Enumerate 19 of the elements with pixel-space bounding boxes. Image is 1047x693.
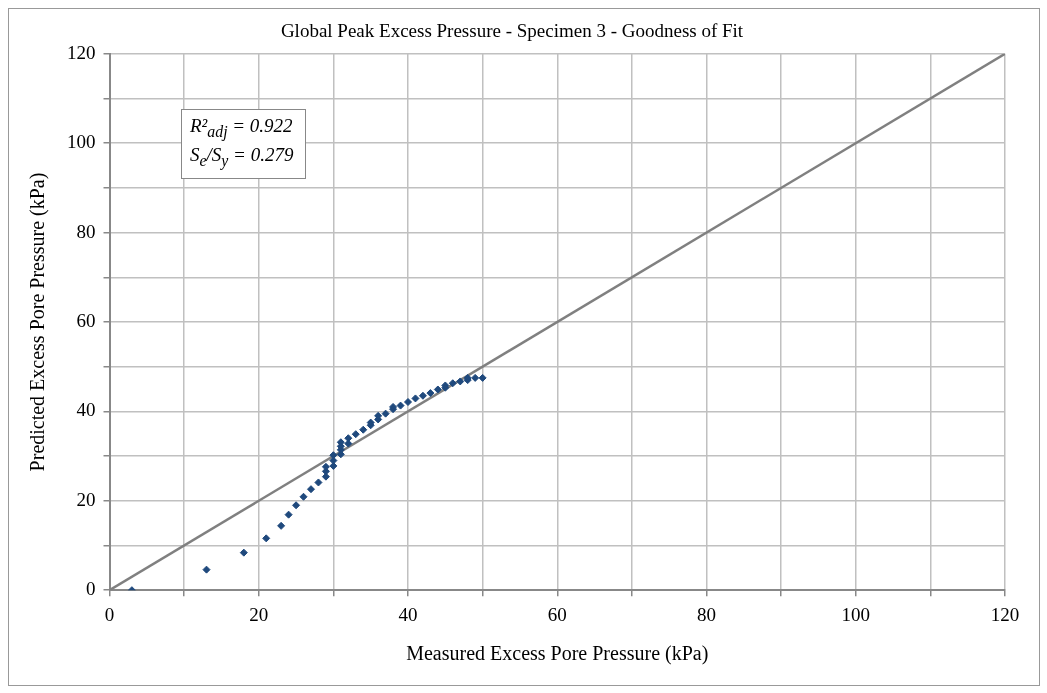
x-axis-title: Measured Excess Pore Pressure (kPa) bbox=[406, 642, 709, 666]
x-tick-label: 120 bbox=[990, 603, 1020, 625]
y-tick-label: 20 bbox=[76, 488, 96, 510]
y-axis-title: Predicted Excess Pore Pressure (kPa) bbox=[26, 172, 50, 472]
x-tick-label: 20 bbox=[249, 603, 269, 625]
x-tick-label: 0 bbox=[104, 603, 115, 625]
y-tick-label: 120 bbox=[67, 41, 96, 63]
y-tick-label: 80 bbox=[76, 220, 96, 242]
chart-title: Global Peak Excess Pressure - Specimen 3 - Goodness of Fit bbox=[280, 20, 744, 42]
annotation: S$_{e}$/S$_{y}$ = 0.279 bbox=[190, 142, 294, 172]
annotation: R²$_{adj}$ = 0.922 bbox=[190, 114, 294, 143]
x-tick-label: 40 bbox=[398, 603, 418, 625]
x-tick-label: 100 bbox=[841, 603, 870, 625]
y-tick-label: 60 bbox=[76, 309, 96, 331]
y-tick-label: 100 bbox=[67, 131, 96, 153]
x-tick-label: 80 bbox=[697, 603, 716, 625]
y-tick-label: 0 bbox=[86, 578, 96, 600]
x-tick-label: 60 bbox=[547, 603, 567, 625]
y-tick-label: 40 bbox=[76, 399, 96, 421]
